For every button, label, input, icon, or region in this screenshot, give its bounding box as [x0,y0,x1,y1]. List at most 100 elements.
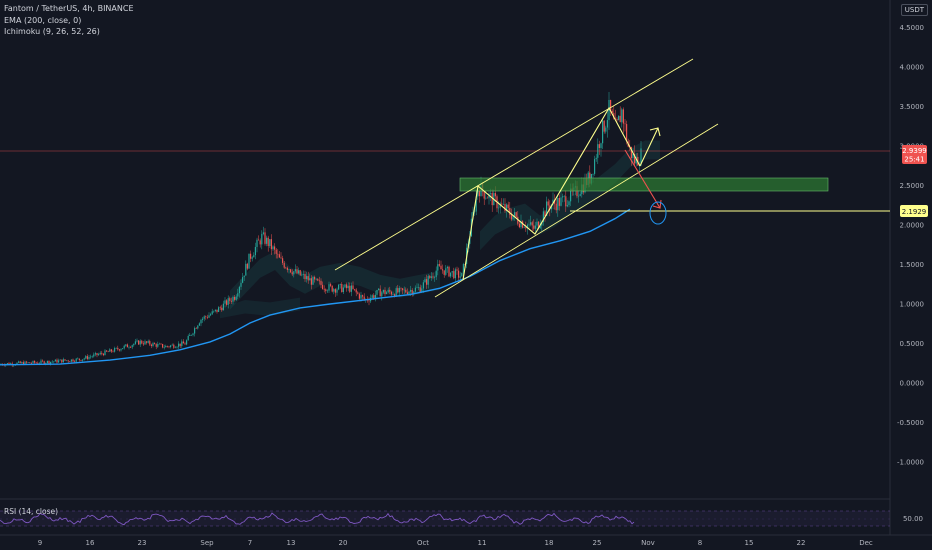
candle-body [395,288,397,297]
candle-body [309,278,311,281]
candle-body [251,257,253,259]
candle-body [603,120,605,132]
candle-body [355,289,357,293]
candle-body [179,343,181,346]
candle-body [507,204,509,208]
candle-body [184,343,186,345]
candle-body [371,295,373,298]
channel-lower-line[interactable] [434,123,719,298]
candle-body [120,349,122,351]
candle-body [270,239,272,250]
candle-body [358,293,360,299]
candle-body [526,224,528,229]
candle-body [632,153,634,159]
candle-body [152,343,154,346]
ichimoku-indicator-label[interactable]: Ichimoku (9, 26, 52, 26) [4,27,100,36]
candle-body [98,354,100,356]
candle-body [162,343,164,348]
candle-body [454,269,456,279]
candle-body [546,201,548,217]
resistance-zone[interactable] [459,177,829,192]
candle-body [117,347,119,350]
cloud-segment [230,251,440,310]
candle-body [368,300,370,302]
candle-body [381,292,383,297]
candle-body [128,347,130,348]
candle-body [318,280,320,282]
projection-down-arrow[interactable] [624,149,661,209]
candle-body [611,110,613,113]
candle-body [67,360,69,362]
currency-unit-button[interactable]: USDT [900,4,928,16]
zigzag-pattern[interactable] [462,106,641,281]
candle-body [411,289,413,295]
time-tick: Oct [417,539,429,547]
candle-body [565,196,567,207]
candle-body [434,277,436,278]
candle-body [326,290,328,292]
candle-body [19,361,21,364]
candle-body [40,360,42,364]
symbol-title[interactable]: Fantom / TetherUS, 4h, BINANCE [4,4,134,13]
candle-body [74,361,76,363]
candle-body [560,197,562,206]
candle-body [216,309,218,312]
candle-body [398,287,400,293]
price-tick: -1.0000 [897,459,924,467]
candle-body [219,307,221,308]
candle-body [285,267,287,269]
candle-body [80,359,82,361]
candle-body [419,287,421,293]
candle-body [147,341,149,343]
candle-body [312,276,314,285]
ema-indicator-label[interactable]: EMA (200, close, 0) [4,15,82,25]
candle-body [402,288,404,291]
candle-body [554,199,556,204]
candle-body [170,345,172,347]
candle-body [410,289,412,292]
candle-body [218,307,220,312]
candle-body [243,275,245,278]
projection-up-arrow[interactable] [639,127,659,167]
candle-body [514,212,516,216]
candle-body [363,296,365,300]
candle-body [458,270,460,278]
candle-body [192,333,194,335]
candle-body [70,359,72,362]
candle-body [542,211,544,223]
rsi-indicator-label[interactable]: RSI (14, close) [4,507,59,516]
candle-body [168,346,170,348]
time-axis[interactable]: 9 16 23 Sep 7 13 20 Oct 11 18 25 Nov 8 15 22 Dec [38,539,873,547]
candle-body [502,203,504,205]
candle-body [342,287,344,293]
candle-body [333,289,335,292]
price-axis[interactable]: 4.50004.00003.50003.00002.50002.00001.50… [897,24,924,467]
candle-body [485,197,487,199]
candle-body [555,203,557,211]
candle-body [478,190,480,197]
channel-upper-line[interactable] [334,58,694,271]
candle-body [136,340,138,342]
candle-body [213,310,215,312]
candle-body [315,278,317,280]
candle-body [517,216,519,224]
candle-body [296,269,298,274]
candle-body [634,153,636,164]
candle-body [59,359,61,361]
candle-body [205,316,207,317]
candle-body [438,264,440,266]
candle-body [82,359,84,361]
candle-body [176,346,178,348]
candle-body [45,363,47,364]
candle-body [181,341,183,346]
candle-body [427,276,429,285]
candle-body [77,358,79,360]
candle-body [278,254,280,258]
candle-body [314,276,316,280]
candle-body [104,350,106,356]
candle-body [386,292,388,294]
candle-body [304,273,306,280]
target-ellipse[interactable] [649,201,667,225]
